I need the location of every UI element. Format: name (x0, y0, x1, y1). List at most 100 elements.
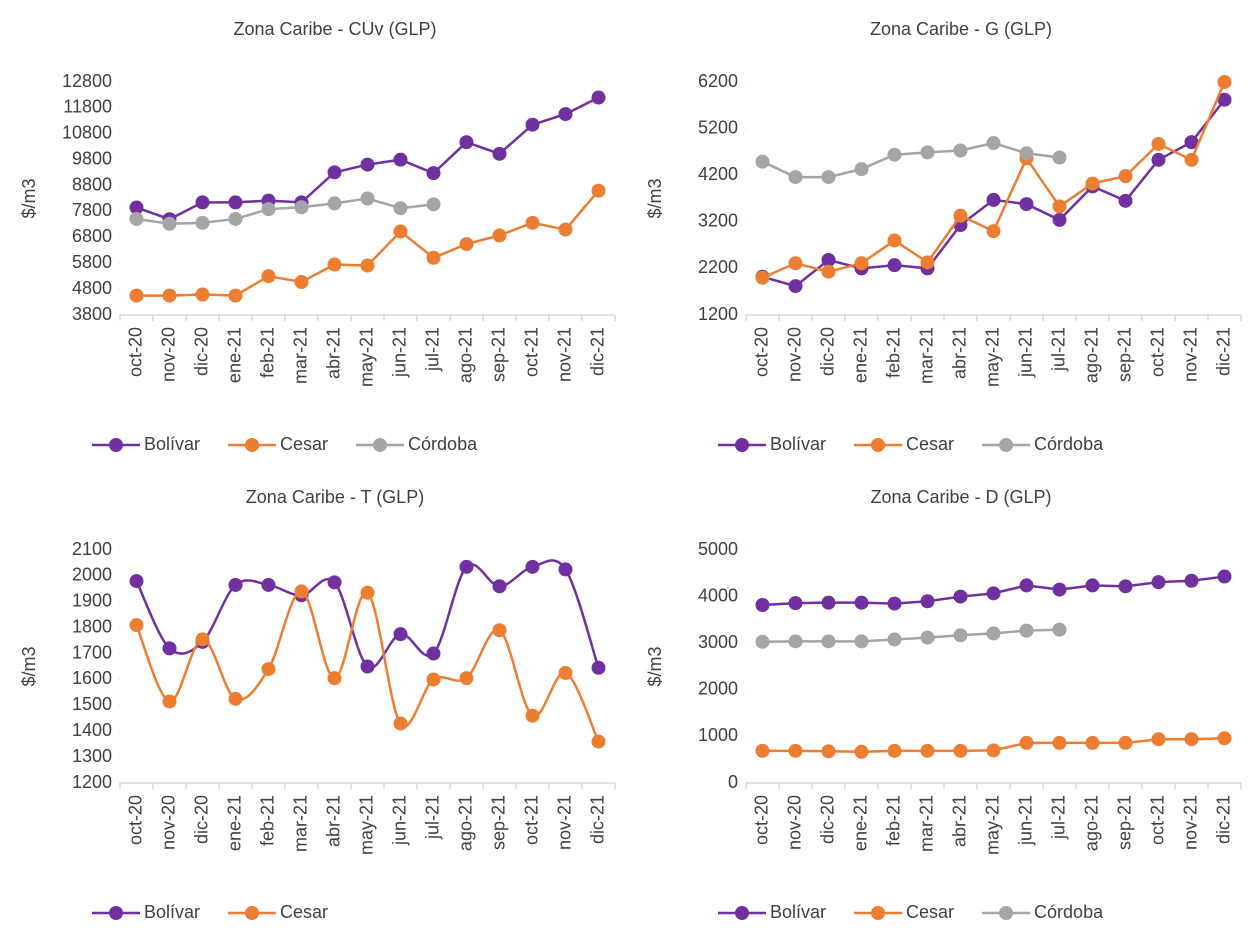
y-axis-label: $/m3 (19, 646, 39, 686)
legend-label: Cesar (906, 902, 954, 922)
legend-marker (373, 438, 388, 452)
data-point (459, 135, 474, 150)
chart-title: Zona Caribe - CUv (GLP) (233, 19, 436, 39)
data-point (1217, 569, 1232, 584)
data-point (854, 595, 869, 610)
data-point (591, 183, 606, 198)
y-tick-label: 2000 (698, 679, 738, 699)
data-point (294, 274, 309, 289)
data-point (1151, 152, 1166, 167)
data-point (1118, 735, 1133, 750)
data-point (525, 117, 540, 132)
data-point (327, 575, 342, 590)
data-point (558, 562, 573, 577)
chart-title: Zona Caribe - D (GLP) (870, 487, 1051, 507)
chart-title: Zona Caribe - G (GLP) (870, 19, 1052, 39)
x-tick-label: dic-21 (587, 795, 607, 844)
data-point (986, 224, 1001, 239)
data-point (755, 634, 770, 649)
y-tick-label: 7800 (72, 200, 112, 220)
data-point (426, 672, 441, 687)
y-axis-label: $/m3 (645, 646, 665, 686)
data-point (360, 191, 375, 206)
data-point (887, 258, 902, 273)
data-point (887, 743, 902, 758)
y-tick-label: 5000 (698, 539, 738, 559)
x-tick-label: mar-21 (290, 795, 310, 852)
y-tick-label: 1200 (72, 772, 112, 792)
data-point (195, 215, 210, 230)
data-point (492, 146, 507, 161)
y-tick-label: 4800 (72, 278, 112, 298)
x-tick-label: dic-21 (1213, 327, 1233, 376)
data-point (294, 584, 309, 599)
data-point (558, 665, 573, 680)
y-tick-label: 12800 (62, 71, 112, 91)
data-point (591, 734, 606, 749)
legend-label: Córdoba (408, 434, 478, 454)
x-tick-label: abr-21 (949, 327, 969, 379)
data-point (492, 623, 507, 638)
data-point (920, 743, 935, 758)
chart-panel: Zona Caribe - T (GLP) $/m3 1200 1300 1400 150… (19, 487, 616, 922)
x-tick-label: feb-21 (883, 795, 903, 846)
data-point (393, 224, 408, 239)
data-point (558, 222, 573, 237)
data-point (821, 634, 836, 649)
legend-marker (245, 906, 260, 920)
data-point (854, 256, 869, 271)
x-tick-label: jun-21 (389, 795, 409, 846)
data-point (986, 626, 1001, 641)
data-point (195, 632, 210, 647)
data-point (393, 627, 408, 642)
data-point (854, 744, 869, 759)
x-tick-label: oct-21 (1147, 327, 1167, 377)
data-point (228, 195, 243, 210)
data-point (755, 270, 770, 285)
data-point (492, 228, 507, 243)
data-point (821, 170, 836, 185)
x-tick-label: ago-21 (455, 327, 475, 383)
legend-label: Bolívar (770, 902, 826, 922)
data-point (426, 250, 441, 265)
y-tick-label: 4200 (698, 164, 738, 184)
data-point (459, 237, 474, 252)
data-point (788, 279, 803, 294)
y-tick-label: 5200 (698, 117, 738, 137)
x-tick-label: may-21 (356, 795, 376, 855)
data-point (426, 197, 441, 212)
x-tick-label: jun-21 (1015, 327, 1035, 378)
data-point (854, 634, 869, 649)
y-tick-label: 3200 (698, 211, 738, 231)
x-tick-label: jul-21 (422, 327, 442, 372)
x-tick-label: oct-21 (521, 795, 541, 845)
data-point (986, 192, 1001, 207)
data-point (360, 659, 375, 674)
legend-label: Bolívar (144, 902, 200, 922)
data-point (986, 743, 1001, 758)
data-point (788, 743, 803, 758)
data-point (887, 233, 902, 248)
y-tick-label: 5800 (72, 252, 112, 272)
data-point (1052, 212, 1067, 227)
y-tick-label: 6800 (72, 226, 112, 246)
chart-panel: Zona Caribe - G (GLP) $/m3 1200 2200 3200 420… (645, 19, 1242, 454)
legend-marker (109, 438, 123, 452)
data-point (1151, 575, 1166, 590)
series-line (761, 141, 1060, 179)
data-point (129, 211, 144, 226)
x-tick-label: ago-21 (1081, 795, 1101, 851)
data-point (920, 145, 935, 160)
x-tick-label: oct-20 (751, 327, 771, 377)
y-tick-label: 11800 (63, 97, 112, 117)
data-point (261, 662, 276, 677)
x-tick-label: abr-21 (949, 795, 969, 847)
data-point (129, 618, 144, 633)
data-point (986, 586, 1001, 601)
y-tick-label: 2000 (72, 565, 112, 585)
x-tick-label: jul-21 (422, 795, 442, 840)
legend-label: Bolívar (770, 434, 826, 454)
y-tick-label: 1500 (72, 694, 112, 714)
x-tick-label: jul-21 (1048, 327, 1068, 372)
